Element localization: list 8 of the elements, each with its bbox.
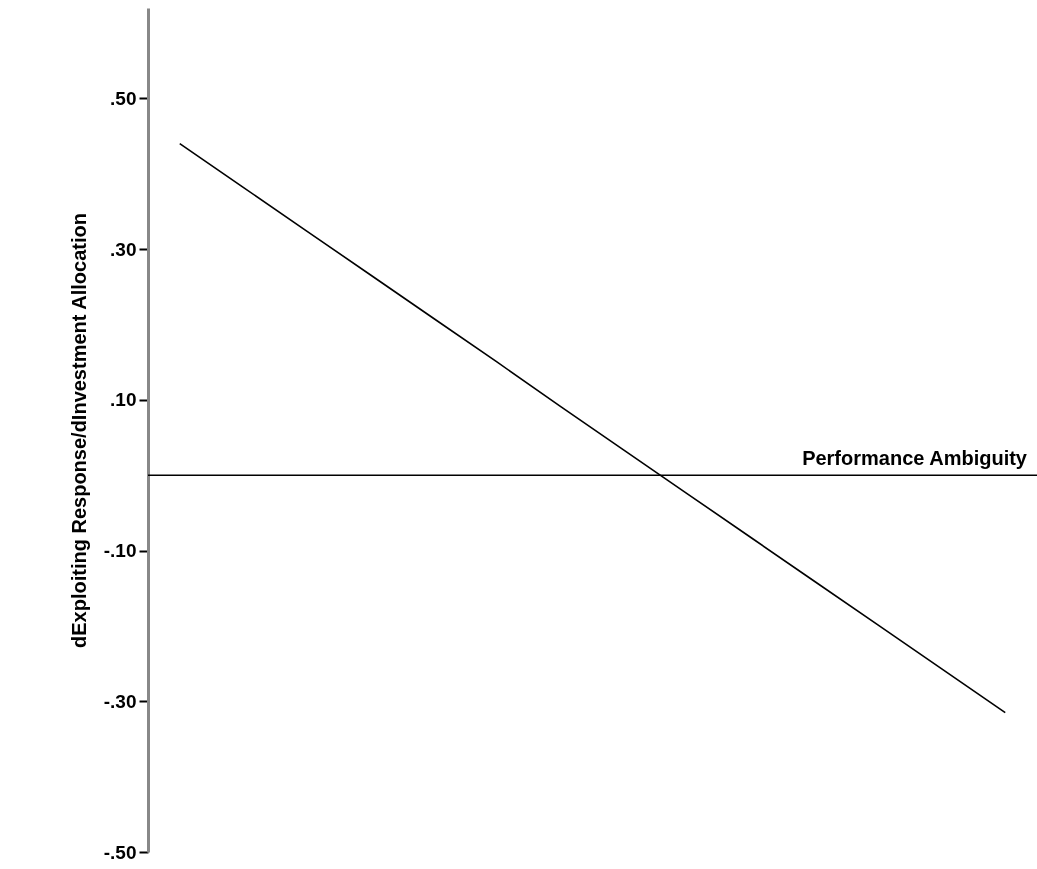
y-tick-label: -.50: [103, 841, 137, 863]
ref-line-label: Performance Ambiguity: [802, 447, 1028, 470]
y-tick-label: .50: [110, 87, 137, 109]
y-tick-label: -.10: [103, 540, 137, 562]
y-axis-title: dExploiting Response/dInvestment Allocation: [67, 213, 90, 648]
y-tick-label: -.30: [103, 690, 137, 712]
y-tick-label: .10: [110, 389, 137, 411]
y-tick-label: .30: [110, 238, 137, 260]
